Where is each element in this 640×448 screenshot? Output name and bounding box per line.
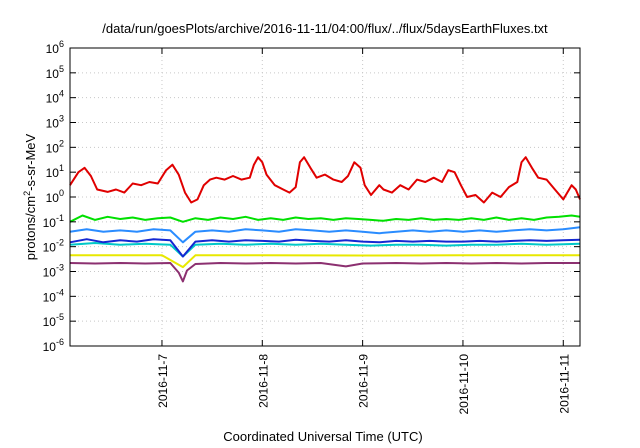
series-line — [69, 226, 581, 244]
chart-title: /data/run/goesPlots/archive/2016-11-11/0… — [102, 21, 548, 36]
series-layer — [69, 156, 581, 283]
x-tick-label: 2016-11-11 — [557, 354, 571, 414]
y-tick-label: 102 — [46, 138, 64, 155]
y-tick-label: 10-2 — [43, 238, 64, 255]
y-tick-label: 103 — [46, 114, 64, 131]
y-axis-title: protons/cm2-s-sr-MeV — [22, 133, 38, 260]
series-line — [70, 254, 580, 269]
y-axis-title-superscript: 2 — [22, 191, 32, 196]
x-tick-label: 2016-11-7 — [156, 354, 170, 408]
y-tick-label: 10-1 — [43, 213, 64, 230]
y-tick-label: 10-4 — [43, 287, 64, 304]
y-tick-label: 104 — [46, 89, 64, 106]
y-tick-label: 10-3 — [43, 263, 64, 280]
y-axis: 10-6 10-5 10-4 10-3 10-2 10-1 100 101 102 103 104 1… — [43, 39, 580, 354]
y-tick-label: 10-6 — [43, 337, 64, 354]
y-tick-label: 101 — [46, 163, 64, 180]
x-axis: 2016-11-7 2016-11-8 2016-11-9 2016-11-10 201… — [156, 48, 571, 415]
x-tick-label: 2016-11-9 — [357, 354, 371, 408]
x-tick-label: 2016-11-10 — [457, 354, 471, 415]
x-tick-label: 2016-11-8 — [256, 354, 270, 408]
y-tick-label: 100 — [46, 188, 64, 205]
y-tick-label: 106 — [46, 39, 64, 56]
y-tick-label: 10-5 — [43, 312, 64, 329]
series-line — [69, 238, 581, 258]
series-line — [69, 242, 581, 258]
series-line — [69, 262, 580, 283]
y-tick-label: 105 — [46, 64, 64, 81]
x-axis-title: Coordinated Universal Time (UTC) — [223, 429, 422, 444]
series-line — [69, 156, 581, 204]
y-axis-title-prefix: protons/cm — [23, 196, 38, 260]
series-line — [69, 214, 581, 223]
grid — [70, 48, 580, 346]
y-axis-title-suffix: -s-sr-MeV — [23, 133, 38, 190]
